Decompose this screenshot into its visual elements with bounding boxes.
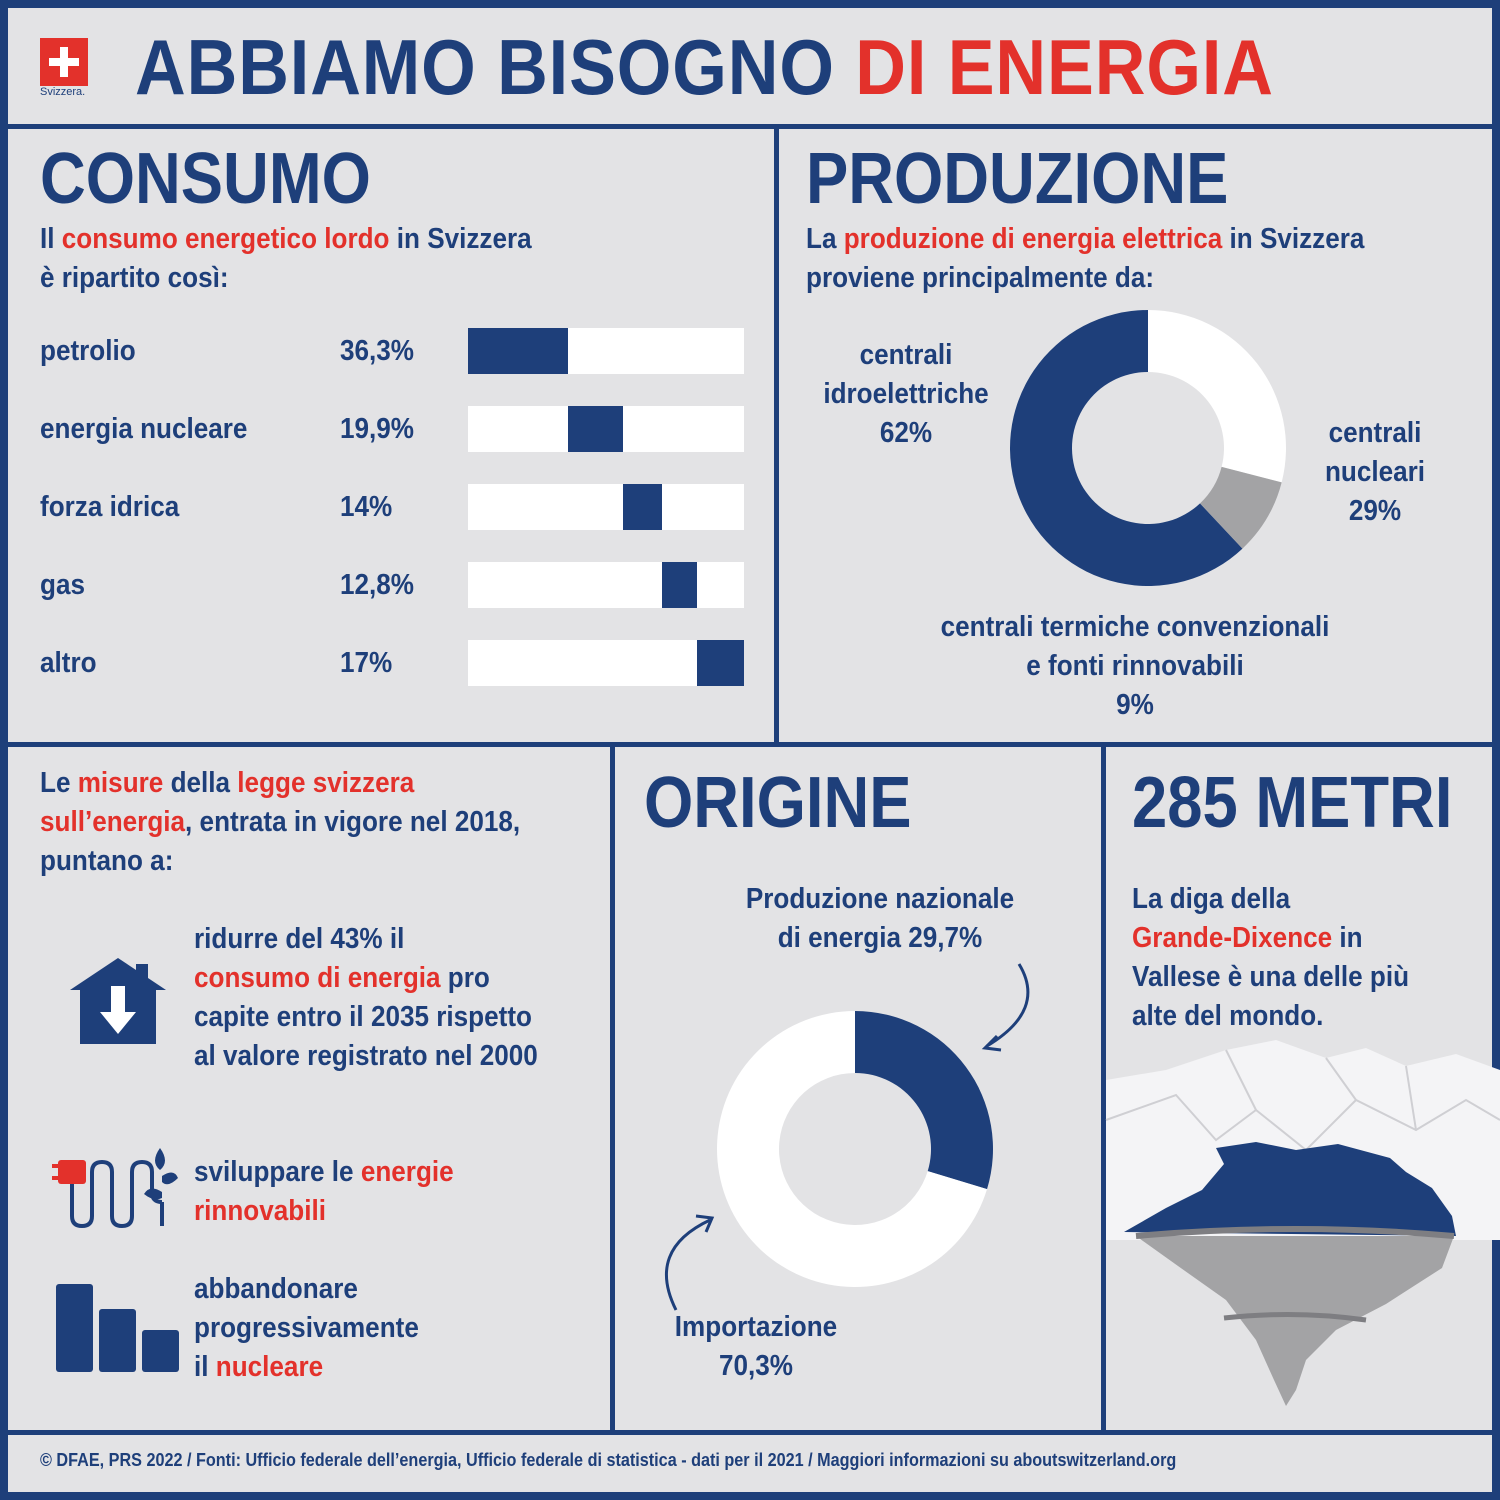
title-part1: ABBIAMO BISOGNO [135,23,856,111]
bar-label-0: petrolio [40,335,136,367]
dam-illustration [1105,1040,1500,1406]
bar-segment-1 [568,406,624,452]
page-title: ABBIAMO BISOGNO DI ENERGIA [135,22,1274,113]
misure-line3: puntano a: [40,845,174,877]
plug-sprout-icon [52,1148,178,1229]
misure-line1: Le misure della legge svizzera [40,767,415,799]
bar-value-2: 14% [340,491,393,523]
produzione-intro-line2: proviene principalmente da: [806,262,1155,294]
title-part2: DI ENERGIA [855,23,1274,111]
bar-segment-4 [697,640,744,686]
diga-heading: 285 METRI [1132,763,1453,843]
national-label: Produzione nazionale di energia 29,7% [745,883,1015,954]
bar-track-3 [468,562,744,608]
consumo-intro-line2: è ripartito così: [40,262,229,294]
misure-line2: sull’energia, entrata in vigore nel 2018… [40,806,521,838]
bar-track-1 [468,406,744,452]
bar-value-1: 19,9% [340,413,415,445]
produzione-heading: PRODUZIONE [806,139,1229,219]
origine-donut-chart [717,1011,993,1287]
bar-value-4: 17% [340,647,393,679]
divider-header [0,124,1500,129]
bar-label-2: forza idrica [40,491,180,523]
decreasing-bars-icon [56,1284,179,1372]
origine-slice-1 [717,1011,988,1287]
divider-footer [0,1430,1500,1435]
bar-label-4: altro [40,647,97,679]
house-down-arrow-icon [70,958,166,1044]
produzione-intro-line1: La produzione di energia elettrica in Sv… [806,223,1365,255]
bar-track-4 [468,640,744,686]
measure-reduce-text: ridurre del 43% il consumo di energia pr… [194,923,538,1072]
divider-bottom-right [1101,742,1106,1432]
import-label: Importazione 70,3% [674,1311,838,1382]
bar-track-0 [468,328,744,374]
consumo-heading: CONSUMO [40,139,371,219]
nuclear-label: centrali nucleari 29% [1324,417,1426,527]
hydro-label: centrali idroelettriche 62% [823,339,989,449]
produzione-slice-2 [1200,466,1282,549]
divider-top-middle [774,124,779,746]
footer-credits: © DFAE, PRS 2022 / Fonti: Ufficio federa… [40,1450,1177,1470]
produzione-donut-chart [1010,310,1286,586]
arrow-to-import-icon [664,1214,715,1311]
bar-segment-2 [623,484,662,530]
bar-segment-0 [468,328,569,374]
thermal-label: centrali termiche convenzionali e fonti r… [940,611,1330,721]
produzione-slice-0 [1010,310,1243,586]
bar-label-3: gas [40,569,85,601]
divider-middle [0,742,1500,747]
bar-value-3: 12,8% [340,569,415,601]
diga-text: La diga della Grande-Dixence in Vallese … [1132,883,1410,1032]
origine-heading: ORIGINE [644,763,912,843]
measure-nuclear-text: abbandonare progressivamente il nucleare [194,1273,419,1383]
produzione-slice-1 [1148,310,1286,483]
origine-slice-0 [855,1011,993,1190]
measure-renewables-text: sviluppare le energie rinnovabili [194,1156,454,1227]
logo-text: Svizzera. [40,86,86,98]
consumo-intro-line1: Il consumo energetico lordo in Svizzera [40,223,532,255]
bar-segment-3 [661,562,698,608]
swiss-cross-icon [40,38,88,86]
bar-track-2 [468,484,744,530]
bar-value-0: 36,3% [340,335,415,367]
divider-bottom-left [610,742,615,1432]
bar-label-1: energia nucleare [40,413,248,445]
arrow-to-national-icon [981,963,1030,1052]
